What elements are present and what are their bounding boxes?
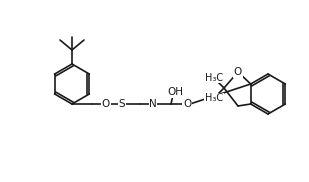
Text: H₃C: H₃C	[205, 73, 223, 83]
Text: O: O	[234, 67, 242, 77]
Text: O: O	[183, 99, 191, 109]
Text: OH: OH	[167, 87, 183, 97]
Text: O: O	[102, 99, 110, 109]
Text: N: N	[149, 99, 157, 109]
Text: H₃C: H₃C	[205, 93, 223, 103]
Text: S: S	[119, 99, 125, 109]
